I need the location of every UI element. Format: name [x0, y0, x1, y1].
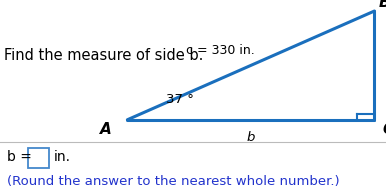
Text: c = 330 in.: c = 330 in. — [186, 44, 254, 57]
Text: B: B — [378, 0, 386, 10]
Text: (Round the answer to the nearest whole number.): (Round the answer to the nearest whole n… — [7, 175, 340, 186]
Text: A: A — [100, 123, 112, 137]
FancyBboxPatch shape — [28, 148, 49, 168]
Text: C: C — [382, 123, 386, 137]
Text: b: b — [247, 131, 255, 144]
Text: in.: in. — [54, 150, 71, 164]
Text: b =: b = — [7, 150, 36, 164]
Text: 37 °: 37 ° — [166, 93, 194, 106]
Text: Find the measure of side b.: Find the measure of side b. — [4, 48, 203, 62]
